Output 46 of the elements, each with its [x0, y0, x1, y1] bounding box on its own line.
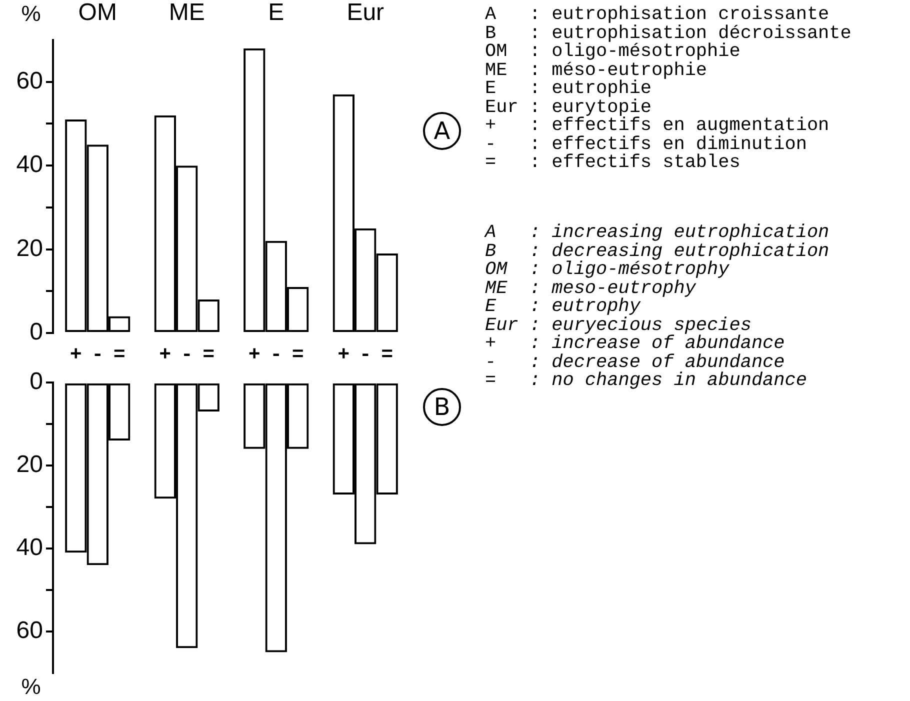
- text: +: [338, 344, 350, 368]
- text: OM : oligo-mésotrophie: [485, 41, 740, 62]
- text: A : eutrophisation croissante: [485, 4, 830, 25]
- text: Eur : euryecious species: [485, 314, 752, 336]
- text: E : eutrophie: [485, 78, 652, 99]
- y-tick-label: 0: [30, 368, 43, 396]
- x-tick-label: E: [268, 0, 284, 26]
- text: = : effectifs stables: [485, 152, 740, 173]
- text: +: [248, 344, 260, 368]
- text: - : decrease of abundance: [485, 352, 785, 372]
- text: ME : meso-eutrophy: [485, 278, 696, 298]
- text: A: [423, 112, 461, 150]
- text: B : eutrophisation décroissante: [485, 22, 852, 44]
- text: - : effectifs en diminution: [485, 134, 807, 154]
- x-tick-label: OM: [78, 0, 117, 26]
- text: = : no changes in abundance: [485, 370, 807, 391]
- y-axis-title: %: [21, 674, 41, 700]
- y-tick-label: 40: [16, 534, 43, 562]
- x-tick-label: ME: [168, 0, 205, 26]
- text: =: [381, 344, 394, 368]
- text: B : decreasing eutrophication: [485, 240, 830, 262]
- y-tick-label: 40: [16, 151, 43, 178]
- text: -: [180, 344, 193, 368]
- y-tick-label: 60: [16, 617, 43, 644]
- text: + : effectifs en augmentation: [485, 115, 830, 136]
- legend-label: -: [92, 344, 104, 368]
- text: Eur : eurytopie: [485, 96, 652, 118]
- text: =: [113, 344, 126, 368]
- text: ME : méso-eutrophie: [485, 60, 708, 80]
- legend-label: =: [202, 344, 215, 368]
- y-tick-label: 20: [16, 451, 43, 478]
- y-tick-label: 60: [16, 67, 43, 94]
- text: +: [159, 344, 172, 368]
- x-tick-label: Eur: [346, 0, 384, 26]
- text: OM : oligo-mésotrophy: [485, 259, 730, 280]
- text: -: [270, 344, 282, 368]
- text: =: [292, 344, 304, 368]
- text: B: [423, 388, 461, 426]
- text: A : increasing eutrophication: [485, 222, 830, 243]
- y-axis-title: %: [21, 1, 41, 26]
- y-tick-label: 20: [16, 234, 43, 262]
- text: + : increase of abundance: [485, 333, 785, 354]
- series-label: +: [70, 344, 82, 368]
- text: -: [359, 344, 372, 368]
- text: E : eutrophy: [485, 296, 640, 317]
- y-tick-label: 0: [30, 318, 43, 346]
